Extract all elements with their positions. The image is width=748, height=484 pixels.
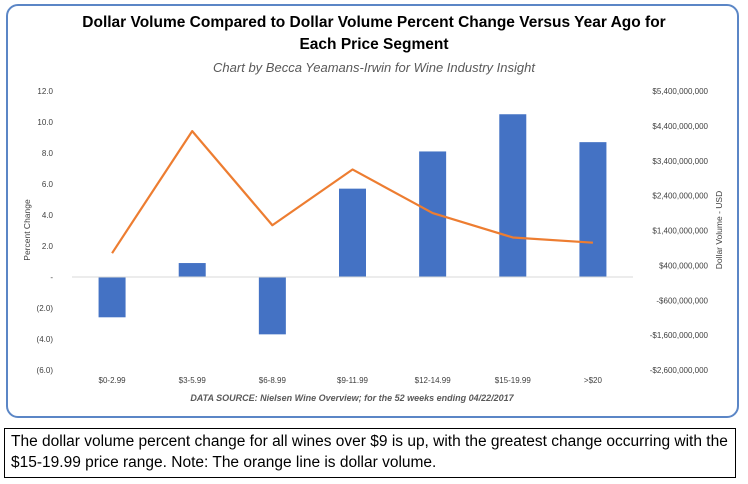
bar — [579, 142, 607, 277]
left-tick-label: 10.0 — [37, 118, 53, 127]
right-tick-label: -$1,600,000,000 — [650, 331, 709, 340]
x-tick-label: $0-2.99 — [99, 376, 127, 385]
bar — [339, 188, 366, 277]
left-tick-label: (2.0) — [37, 304, 54, 313]
right-tick-label: $3,400,000,000 — [652, 157, 708, 166]
bar — [258, 277, 286, 335]
right-axis-ticks: $5,400,000,000 $4,400,000,000 $3,400,000,0… — [650, 87, 709, 375]
chart-svg: Dollar Volume Compared to Dollar Volume … — [22, 14, 724, 403]
left-tick-label: (6.0) — [37, 366, 54, 375]
left-tick-label: (4.0) — [37, 335, 54, 344]
line-series — [111, 130, 594, 254]
x-tick-label: $3-5.99 — [179, 376, 207, 385]
right-axis-title: Dollar Volume - USD — [714, 191, 724, 269]
bar-series — [98, 114, 607, 335]
chart-source: DATA SOURCE: Nielsen Wine Overview; for … — [190, 393, 514, 403]
right-tick-label: $2,400,000,000 — [652, 192, 708, 201]
dollar-volume-line — [111, 130, 594, 254]
x-axis-labels: $0-2.99 $3-5.99 $6-8.99 $9-11.99 $12-14.99 $1… — [99, 376, 603, 385]
x-tick-label: $9-11.99 — [337, 376, 369, 385]
chart-subtitle: Chart by Becca Yeamans-Irwin for Wine In… — [213, 60, 536, 75]
bar — [419, 151, 447, 277]
left-tick-label: 12.0 — [37, 87, 53, 96]
x-tick-label: $12-14.99 — [415, 376, 452, 385]
chart-frame — [6, 4, 739, 418]
bar — [178, 263, 206, 277]
caption-box: The dollar volume percent change for all… — [4, 428, 736, 478]
left-tick-label: 2.0 — [42, 242, 54, 251]
chart-title-line2: Each Price Segment — [299, 36, 448, 53]
x-tick-label: >$20 — [584, 376, 603, 385]
right-tick-label: $5,400,000,000 — [652, 87, 708, 96]
left-tick-label: 4.0 — [42, 211, 54, 220]
left-tick-label: - — [50, 273, 53, 282]
right-tick-label: -$2,600,000,000 — [650, 366, 709, 375]
left-tick-label: 6.0 — [42, 180, 54, 189]
caption-text: The dollar volume percent change for all… — [11, 433, 728, 471]
right-tick-label: $4,400,000,000 — [652, 122, 708, 131]
left-tick-label: 8.0 — [42, 149, 54, 158]
left-axis-ticks: 12.0 10.0 8.0 6.0 4.0 2.0 - (2.0) (4.0) (6.0) — [37, 87, 54, 375]
bar — [98, 277, 126, 318]
right-tick-label: $1,400,000,000 — [652, 227, 708, 236]
bar — [499, 114, 527, 277]
chart-title-line1: Dollar Volume Compared to Dollar Volume … — [82, 14, 665, 31]
right-tick-label: -$600,000,000 — [656, 296, 708, 305]
right-tick-label: $400,000,000 — [659, 261, 708, 270]
x-tick-label: $15-19.99 — [495, 376, 532, 385]
x-tick-label: $6-8.99 — [259, 376, 287, 385]
left-axis-title: Percent Change — [22, 199, 32, 261]
